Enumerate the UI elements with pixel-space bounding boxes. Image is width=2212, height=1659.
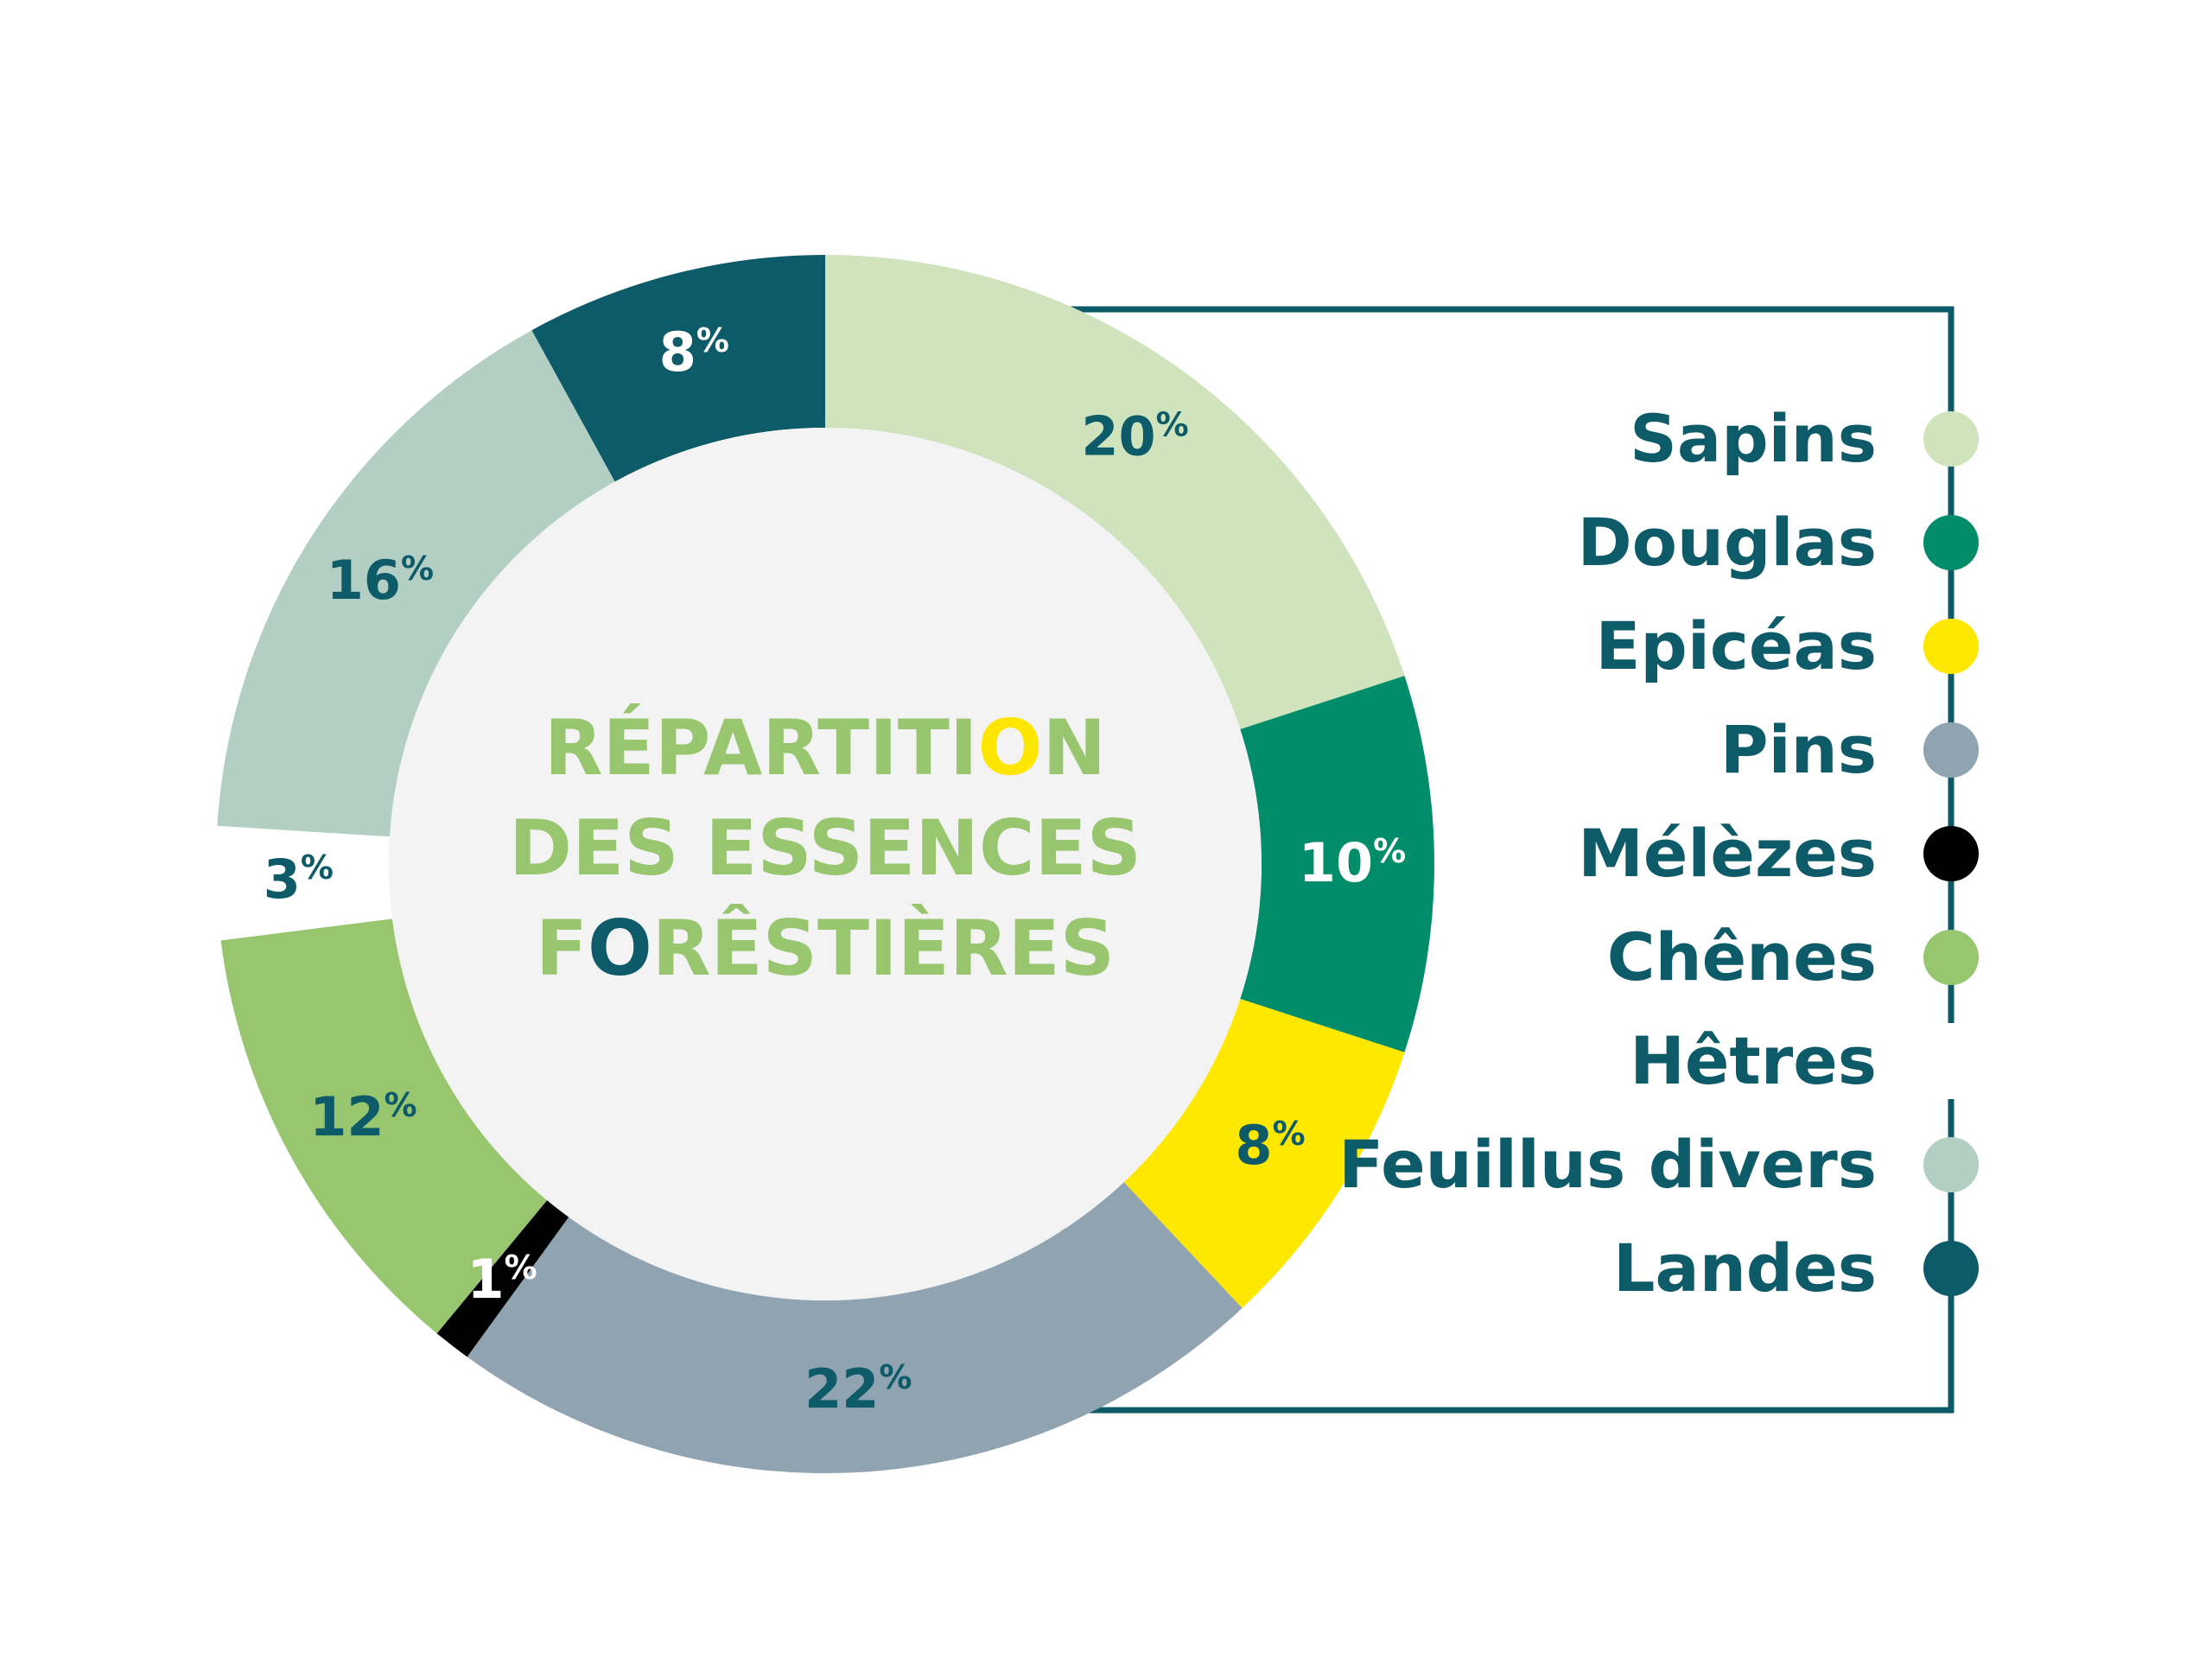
legend-swatch-landes: [1923, 1241, 1979, 1296]
legend-label-sapins: Sapins: [1630, 400, 1877, 477]
legend-swatch-douglas: [1923, 515, 1979, 570]
slice-label-landes: 8%: [659, 321, 729, 384]
legend-swatch-epiceas: [1923, 619, 1979, 674]
legend-label-chenes: Chênes: [1607, 918, 1877, 995]
legend-label-pins: Pins: [1720, 711, 1877, 788]
slice-label-pins: 22%: [804, 1357, 912, 1421]
slice-labels: 20% 10% 8% 22% 1% 12% 3% 16% 8%: [264, 321, 1406, 1421]
slice-label-sapins: 20%: [1081, 404, 1188, 467]
legend-swatch-melezes: [1923, 826, 1979, 881]
slice-label-chenes: 12%: [309, 1085, 416, 1148]
center-disc: [389, 428, 1262, 1300]
legend-label-douglas: Douglas: [1578, 504, 1877, 581]
legend-label-melezes: Mélèzes: [1578, 815, 1877, 892]
legend-label-hetres: Hêtres: [1630, 1022, 1877, 1099]
slice-label-douglas: 10%: [1299, 831, 1406, 894]
legend-label-feuillus-divers: Feuillus divers: [1338, 1126, 1877, 1203]
legend-swatch-sapins: [1923, 411, 1979, 467]
legend-swatch-feuillus-divers: [1923, 1137, 1979, 1192]
slice-label-hetres: 3%: [264, 848, 334, 911]
slice-landes: [531, 255, 825, 482]
legend: Sapins Douglas Epicéas Pins Mélèzes Chênes Hêt…: [1338, 400, 1979, 1306]
title-line-2: DES ESSENCES: [509, 804, 1141, 893]
slice-epiceas: [1123, 999, 1405, 1308]
slice-douglas: [1240, 676, 1435, 1052]
donut-slices: [216, 255, 1435, 1473]
slice-label-melezes: 1%: [467, 1248, 537, 1311]
legend-label-epiceas: Epicéas: [1596, 607, 1878, 684]
legend-swatch-chenes: [1923, 930, 1979, 985]
slice-label-feuillus-divers: 16%: [327, 549, 434, 612]
slice-feuillus-divers: [217, 330, 615, 837]
chart-title: RÉPARTITION DES ESSENCES FORÊSTIÈRES: [509, 703, 1141, 993]
title-line-1: RÉPARTITION: [544, 703, 1106, 792]
slice-pins: [467, 1182, 1243, 1473]
slice-hetres: [216, 825, 392, 941]
slice-chenes: [220, 918, 548, 1334]
slice-sapins: [825, 255, 1405, 729]
legend-swatch-hetres: [1944, 1023, 1958, 1099]
title-line-3: FORÊSTIÈRES: [536, 904, 1115, 993]
slice-melezes: [436, 1200, 569, 1357]
legend-label-landes: Landes: [1613, 1230, 1877, 1306]
legend-swatch-pins: [1923, 722, 1979, 778]
slice-label-epiceas: 8%: [1235, 1114, 1305, 1177]
